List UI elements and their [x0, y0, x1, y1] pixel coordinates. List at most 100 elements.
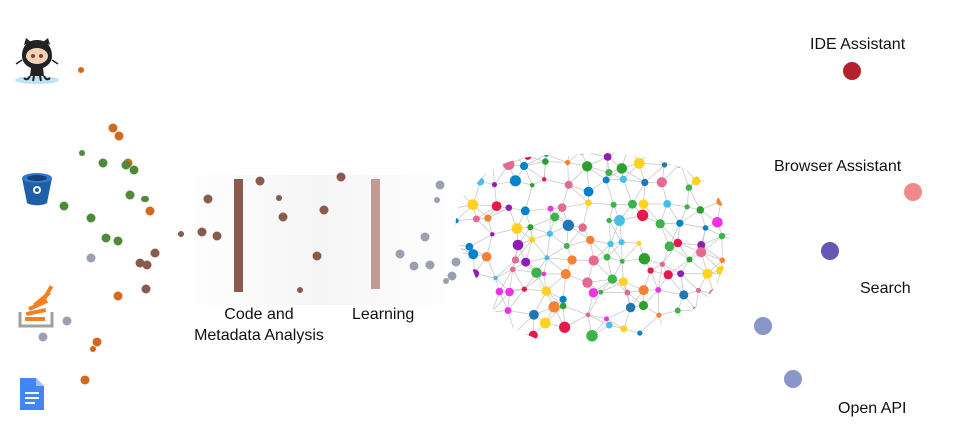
brain-node	[607, 274, 618, 284]
data-particle	[141, 196, 147, 202]
brain-edge	[679, 152, 681, 164]
brain-edge	[468, 163, 493, 168]
data-particle	[178, 231, 184, 237]
brain-node	[675, 158, 686, 169]
brain-node	[741, 186, 751, 196]
brain-node	[685, 184, 693, 191]
brain-node	[712, 217, 723, 228]
brain-edge	[701, 244, 723, 261]
brain-edge	[628, 145, 650, 151]
brain-edge	[650, 152, 665, 166]
brain-edge	[669, 143, 680, 148]
brain-edge	[544, 178, 569, 186]
brain-edge	[720, 170, 730, 182]
brain-node	[618, 277, 628, 287]
data-particle	[62, 316, 72, 326]
brain-edge	[621, 242, 623, 262]
brain-node	[742, 226, 747, 231]
data-particle	[434, 197, 440, 203]
brain-edge	[680, 273, 699, 291]
brain-node	[465, 242, 474, 251]
data-particle	[78, 67, 84, 73]
brain-edge	[468, 334, 493, 337]
brain-edge	[476, 218, 493, 235]
brain-node	[528, 330, 538, 340]
brain-edge	[492, 164, 495, 185]
brain-node	[616, 163, 628, 174]
brain-edge	[644, 164, 665, 183]
data-particle	[129, 165, 139, 175]
brain-node	[562, 219, 575, 232]
brain-node	[636, 240, 642, 246]
brain-node	[637, 330, 643, 336]
open-api-dot-2	[784, 370, 802, 388]
brain-node	[709, 288, 719, 299]
brain-node	[543, 152, 549, 157]
brain-node	[664, 138, 674, 148]
brain-node	[676, 144, 684, 152]
data-particle	[125, 190, 135, 200]
bitbucket-icon	[22, 173, 52, 206]
brain-node	[638, 300, 649, 311]
brain-edge	[695, 290, 699, 310]
brain-edge	[455, 152, 481, 157]
brain-node	[448, 321, 453, 326]
brain-node	[676, 219, 684, 227]
brain-edge	[530, 226, 551, 235]
data-particle	[425, 260, 435, 270]
brain-edge	[725, 147, 734, 151]
code-analysis-label: Code and Metadata Analysis	[186, 304, 332, 346]
brain-edge	[720, 305, 724, 325]
brain-edge	[658, 310, 678, 316]
brain-node	[558, 321, 571, 333]
brain-node	[736, 259, 746, 269]
brain-node	[661, 162, 668, 168]
brain-node	[720, 152, 730, 157]
brain-node	[529, 309, 539, 320]
brain-node	[716, 197, 726, 206]
brain-edge	[495, 268, 513, 279]
brain-node	[547, 205, 554, 212]
brain-node	[505, 287, 514, 297]
brain-node	[529, 182, 535, 188]
data-particle	[113, 236, 123, 246]
brain-node	[647, 267, 654, 274]
brain-edge	[530, 216, 555, 228]
code-analysis-stage-bar	[234, 179, 243, 292]
brain-edge	[680, 148, 703, 150]
data-particle	[121, 160, 131, 170]
brain-edge	[568, 184, 589, 204]
brain-node	[602, 176, 610, 184]
brain-network-icon	[448, 138, 751, 342]
brain-node	[673, 238, 683, 248]
brain-edge	[703, 161, 722, 167]
brain-node	[738, 284, 746, 292]
brain-node	[627, 199, 637, 209]
brain-node	[586, 330, 598, 342]
brain-edge	[725, 152, 730, 171]
brain-node	[583, 186, 594, 197]
brain-node	[542, 158, 549, 165]
brain-node	[638, 285, 649, 296]
brain-edge	[713, 293, 721, 306]
brain-node	[656, 177, 667, 188]
brain-node	[521, 257, 531, 267]
brain-node	[489, 309, 495, 315]
brain-edge	[546, 152, 571, 155]
browser-assistant-dot	[904, 183, 922, 201]
brain-node	[544, 255, 550, 261]
brain-edge	[608, 220, 611, 244]
brain-node	[655, 219, 665, 229]
brain-node	[509, 266, 516, 273]
brain-node	[728, 268, 730, 278]
google-docs-icon	[20, 378, 44, 410]
brain-node	[738, 306, 746, 314]
data-particle	[297, 287, 303, 293]
brain-node	[646, 152, 655, 156]
brain-edge	[582, 202, 589, 228]
brain-edge	[680, 163, 690, 188]
brain-node	[484, 214, 492, 222]
data-particle	[435, 180, 445, 190]
brain-edge	[737, 310, 742, 336]
brain-node	[702, 225, 709, 231]
